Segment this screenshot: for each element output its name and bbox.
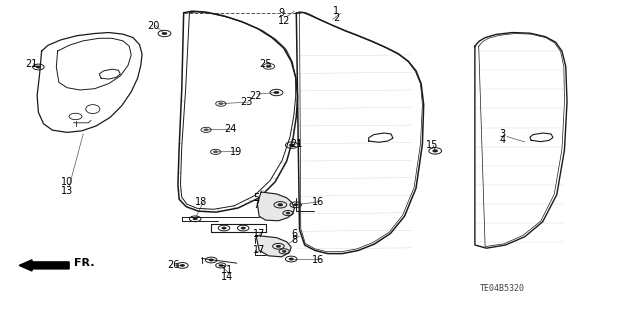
Text: 24: 24 — [224, 124, 236, 134]
Circle shape — [204, 129, 209, 131]
Text: 18: 18 — [195, 197, 207, 207]
Circle shape — [209, 259, 214, 261]
Text: 17: 17 — [253, 245, 265, 256]
Text: TE04B5320: TE04B5320 — [480, 285, 525, 293]
Text: 23: 23 — [240, 97, 252, 107]
Text: 10: 10 — [61, 177, 73, 187]
Text: 21: 21 — [290, 138, 302, 149]
Text: 22: 22 — [250, 91, 262, 101]
Text: 5: 5 — [253, 193, 259, 203]
Text: 8: 8 — [291, 235, 298, 245]
Circle shape — [282, 250, 286, 252]
Circle shape — [266, 65, 271, 68]
Polygon shape — [257, 192, 294, 221]
Circle shape — [289, 258, 294, 260]
Circle shape — [213, 151, 218, 153]
Text: 6: 6 — [291, 228, 298, 239]
Circle shape — [219, 264, 223, 266]
Circle shape — [162, 32, 167, 35]
Text: 25: 25 — [259, 59, 272, 69]
Text: 20: 20 — [147, 20, 159, 31]
Circle shape — [274, 91, 279, 94]
Circle shape — [276, 245, 281, 248]
Text: 19: 19 — [230, 146, 243, 157]
Circle shape — [433, 150, 438, 152]
Text: 12: 12 — [278, 16, 291, 26]
Text: 11: 11 — [221, 264, 233, 275]
Text: 7: 7 — [253, 200, 259, 210]
Circle shape — [293, 204, 298, 206]
Text: 2: 2 — [333, 12, 339, 23]
Circle shape — [289, 144, 294, 146]
Polygon shape — [256, 235, 291, 257]
Circle shape — [221, 227, 227, 229]
Text: 26: 26 — [168, 260, 180, 271]
Text: 14: 14 — [221, 272, 233, 282]
Text: 1: 1 — [333, 6, 339, 16]
Circle shape — [180, 264, 185, 267]
Text: 3: 3 — [499, 129, 506, 139]
Text: FR.: FR. — [74, 258, 94, 268]
Circle shape — [241, 227, 246, 229]
Circle shape — [218, 102, 223, 105]
Circle shape — [278, 204, 283, 206]
Circle shape — [286, 212, 290, 214]
Text: 16: 16 — [312, 197, 324, 207]
Circle shape — [193, 218, 198, 220]
FancyArrow shape — [19, 260, 69, 271]
Circle shape — [36, 66, 41, 68]
Text: 4: 4 — [499, 135, 506, 145]
Text: 9: 9 — [278, 8, 285, 18]
Text: 17: 17 — [253, 228, 265, 239]
Text: 21: 21 — [26, 59, 38, 69]
Text: 13: 13 — [61, 186, 73, 197]
Text: 15: 15 — [426, 140, 438, 150]
Text: 16: 16 — [312, 255, 324, 265]
